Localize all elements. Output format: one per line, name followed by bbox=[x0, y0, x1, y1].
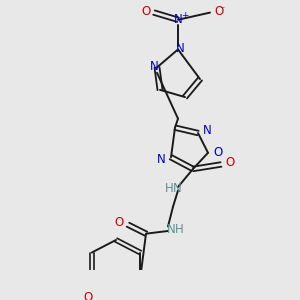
Text: O: O bbox=[84, 291, 93, 300]
Text: N: N bbox=[150, 60, 158, 73]
Text: O: O bbox=[115, 216, 124, 230]
Text: N: N bbox=[157, 154, 166, 166]
Text: O: O bbox=[142, 5, 151, 18]
Text: N: N bbox=[167, 223, 176, 236]
Text: +: + bbox=[181, 11, 189, 20]
Text: O: O bbox=[225, 156, 234, 169]
Text: N: N bbox=[203, 124, 212, 137]
Text: N: N bbox=[176, 42, 184, 55]
Text: O: O bbox=[213, 146, 222, 159]
Text: O: O bbox=[214, 5, 223, 18]
Text: H: H bbox=[175, 223, 183, 236]
Text: ⁻: ⁻ bbox=[219, 5, 225, 15]
Text: N: N bbox=[174, 13, 182, 26]
Text: H: H bbox=[165, 182, 173, 195]
Text: N: N bbox=[172, 182, 182, 195]
